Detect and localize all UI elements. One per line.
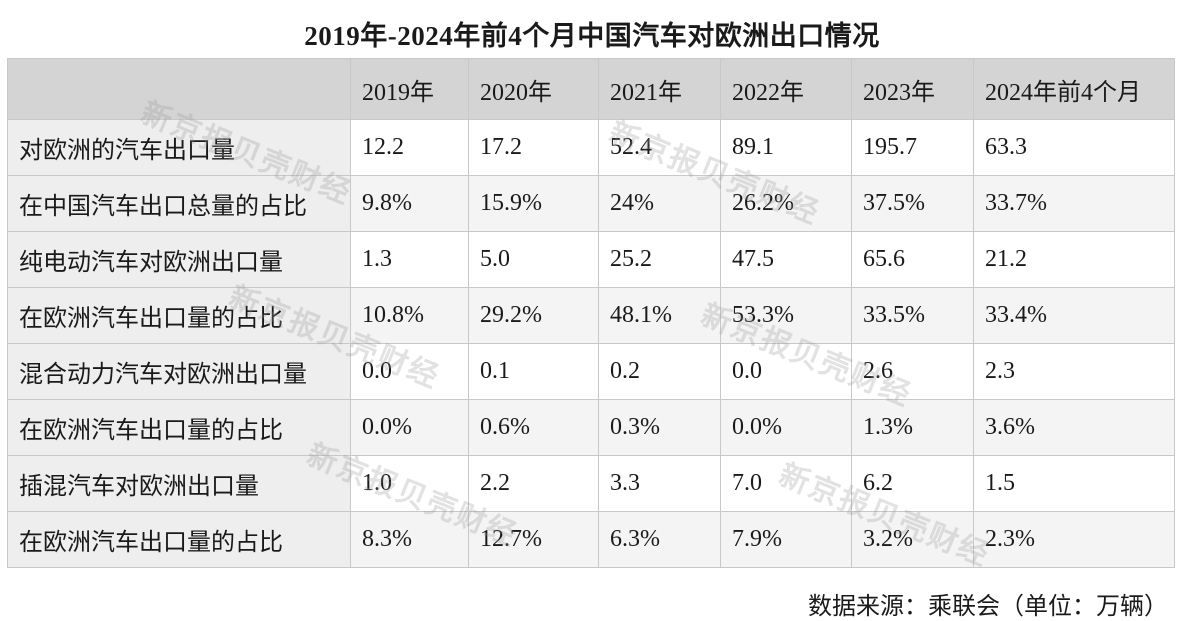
table-cell: 65.6 [851,231,974,288]
table-cell: 0.0 [350,343,469,400]
table-row: 在欧洲汽车出口量的占比 10.8% 29.2% 48.1% 53.3% 33.5% 33.4… [7,287,1175,344]
table-row: 插混汽车对欧洲出口量 1.0 2.2 3.3 7.0 6.2 1.5 [7,455,1175,512]
row-label: 纯电动汽车对欧洲出口量 [7,231,351,288]
table-cell: 1.3% [851,399,974,456]
source-note: 数据来源：乘联会（单位：万辆） [808,594,1168,620]
table-cell: 47.5 [720,231,852,288]
table-cell: 21.2 [973,231,1175,288]
table-row: 在欧洲汽车出口量的占比 0.0% 0.6% 0.3% 0.0% 1.3% 3.6% [7,399,1175,456]
table-row: 混合动力汽车对欧洲出口量 0.0 0.1 0.2 0.0 2.6 2.3 [7,343,1175,400]
table-cell: 0.0% [350,399,469,456]
row-label: 混合动力汽车对欧洲出口量 [7,343,351,400]
table-cell: 17.2 [468,119,599,176]
table-cell: 15.9% [468,175,599,232]
table-header: 2019年 2020年 2021年 2022年 2023年 2024年前4个月 [7,58,1175,120]
header-row: 2019年 2020年 2021年 2022年 2023年 2024年前4个月 [7,58,1175,120]
chart-title: 2019年-2024年前4个月中国汽车对欧洲出口情况 [304,21,880,51]
column-header: 2019年 [350,58,469,120]
table-cell: 33.7% [973,175,1175,232]
table-cell: 6.2 [851,455,974,512]
table-body: 对欧洲的汽车出口量 12.2 17.2 52.4 89.1 195.7 63.3 在中国汽车出… [7,119,1175,568]
table-cell: 2.3% [973,511,1175,568]
table-cell: 26.2% [720,175,852,232]
column-header: 2023年 [851,58,974,120]
table-cell: 37.5% [851,175,974,232]
table-cell: 2.6 [851,343,974,400]
table-cell: 1.5 [973,455,1175,512]
table-cell: 53.3% [720,287,852,344]
table-cell: 33.4% [973,287,1175,344]
table-row: 在欧洲汽车出口量的占比 8.3% 12.7% 6.3% 7.9% 3.2% 2.3% [7,511,1175,568]
row-label: 在欧洲汽车出口量的占比 [7,399,351,456]
table-cell: 3.6% [973,399,1175,456]
table-cell: 33.5% [851,287,974,344]
table-cell: 63.3 [973,119,1175,176]
table-cell: 2.3 [973,343,1175,400]
data-table: 2019年 2020年 2021年 2022年 2023年 2024年前4个月 对欧洲的汽… [7,58,1175,568]
table-cell: 0.6% [468,399,599,456]
column-header: 2021年 [598,58,721,120]
table-cell: 1.0 [350,455,469,512]
row-label: 对欧洲的汽车出口量 [7,119,351,176]
table-row: 在中国汽车出口总量的占比 9.8% 15.9% 24% 26.2% 37.5% 33.7% [7,175,1175,232]
column-header: 2022年 [720,58,852,120]
table-cell: 2.2 [468,455,599,512]
table-cell: 12.7% [468,511,599,568]
table-cell: 5.0 [468,231,599,288]
table-cell: 52.4 [598,119,721,176]
table-cell: 8.3% [350,511,469,568]
table-cell: 9.8% [350,175,469,232]
table-cell: 0.1 [468,343,599,400]
table-cell: 6.3% [598,511,721,568]
table-cell: 0.3% [598,399,721,456]
table-cell: 3.2% [851,511,974,568]
table-cell: 7.9% [720,511,852,568]
table-cell: 25.2 [598,231,721,288]
column-header: 2024年前4个月 [973,58,1175,120]
table-cell: 7.0 [720,455,852,512]
row-label: 在中国汽车出口总量的占比 [7,175,351,232]
table-cell: 48.1% [598,287,721,344]
table-cell: 3.3 [598,455,721,512]
table-cell: 89.1 [720,119,852,176]
table-cell: 0.2 [598,343,721,400]
row-label: 在欧洲汽车出口量的占比 [7,511,351,568]
table-cell: 1.3 [350,231,469,288]
table-cell: 29.2% [468,287,599,344]
table-row: 对欧洲的汽车出口量 12.2 17.2 52.4 89.1 195.7 63.3 [7,119,1175,176]
table-cell: 24% [598,175,721,232]
row-label: 插混汽车对欧洲出口量 [7,455,351,512]
header-corner-cell [7,58,351,120]
table-cell: 0.0% [720,399,852,456]
row-label: 在欧洲汽车出口量的占比 [7,287,351,344]
column-header: 2020年 [468,58,599,120]
table-cell: 0.0 [720,343,852,400]
table-cell: 12.2 [350,119,469,176]
table-cell: 10.8% [350,287,469,344]
table-cell: 195.7 [851,119,974,176]
table-row: 纯电动汽车对欧洲出口量 1.3 5.0 25.2 47.5 65.6 21.2 [7,231,1175,288]
